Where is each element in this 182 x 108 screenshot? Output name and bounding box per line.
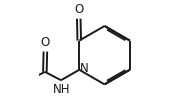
Text: O: O [41,36,50,49]
Text: O: O [74,3,83,16]
Text: NH: NH [52,83,70,96]
Text: N: N [80,62,89,75]
